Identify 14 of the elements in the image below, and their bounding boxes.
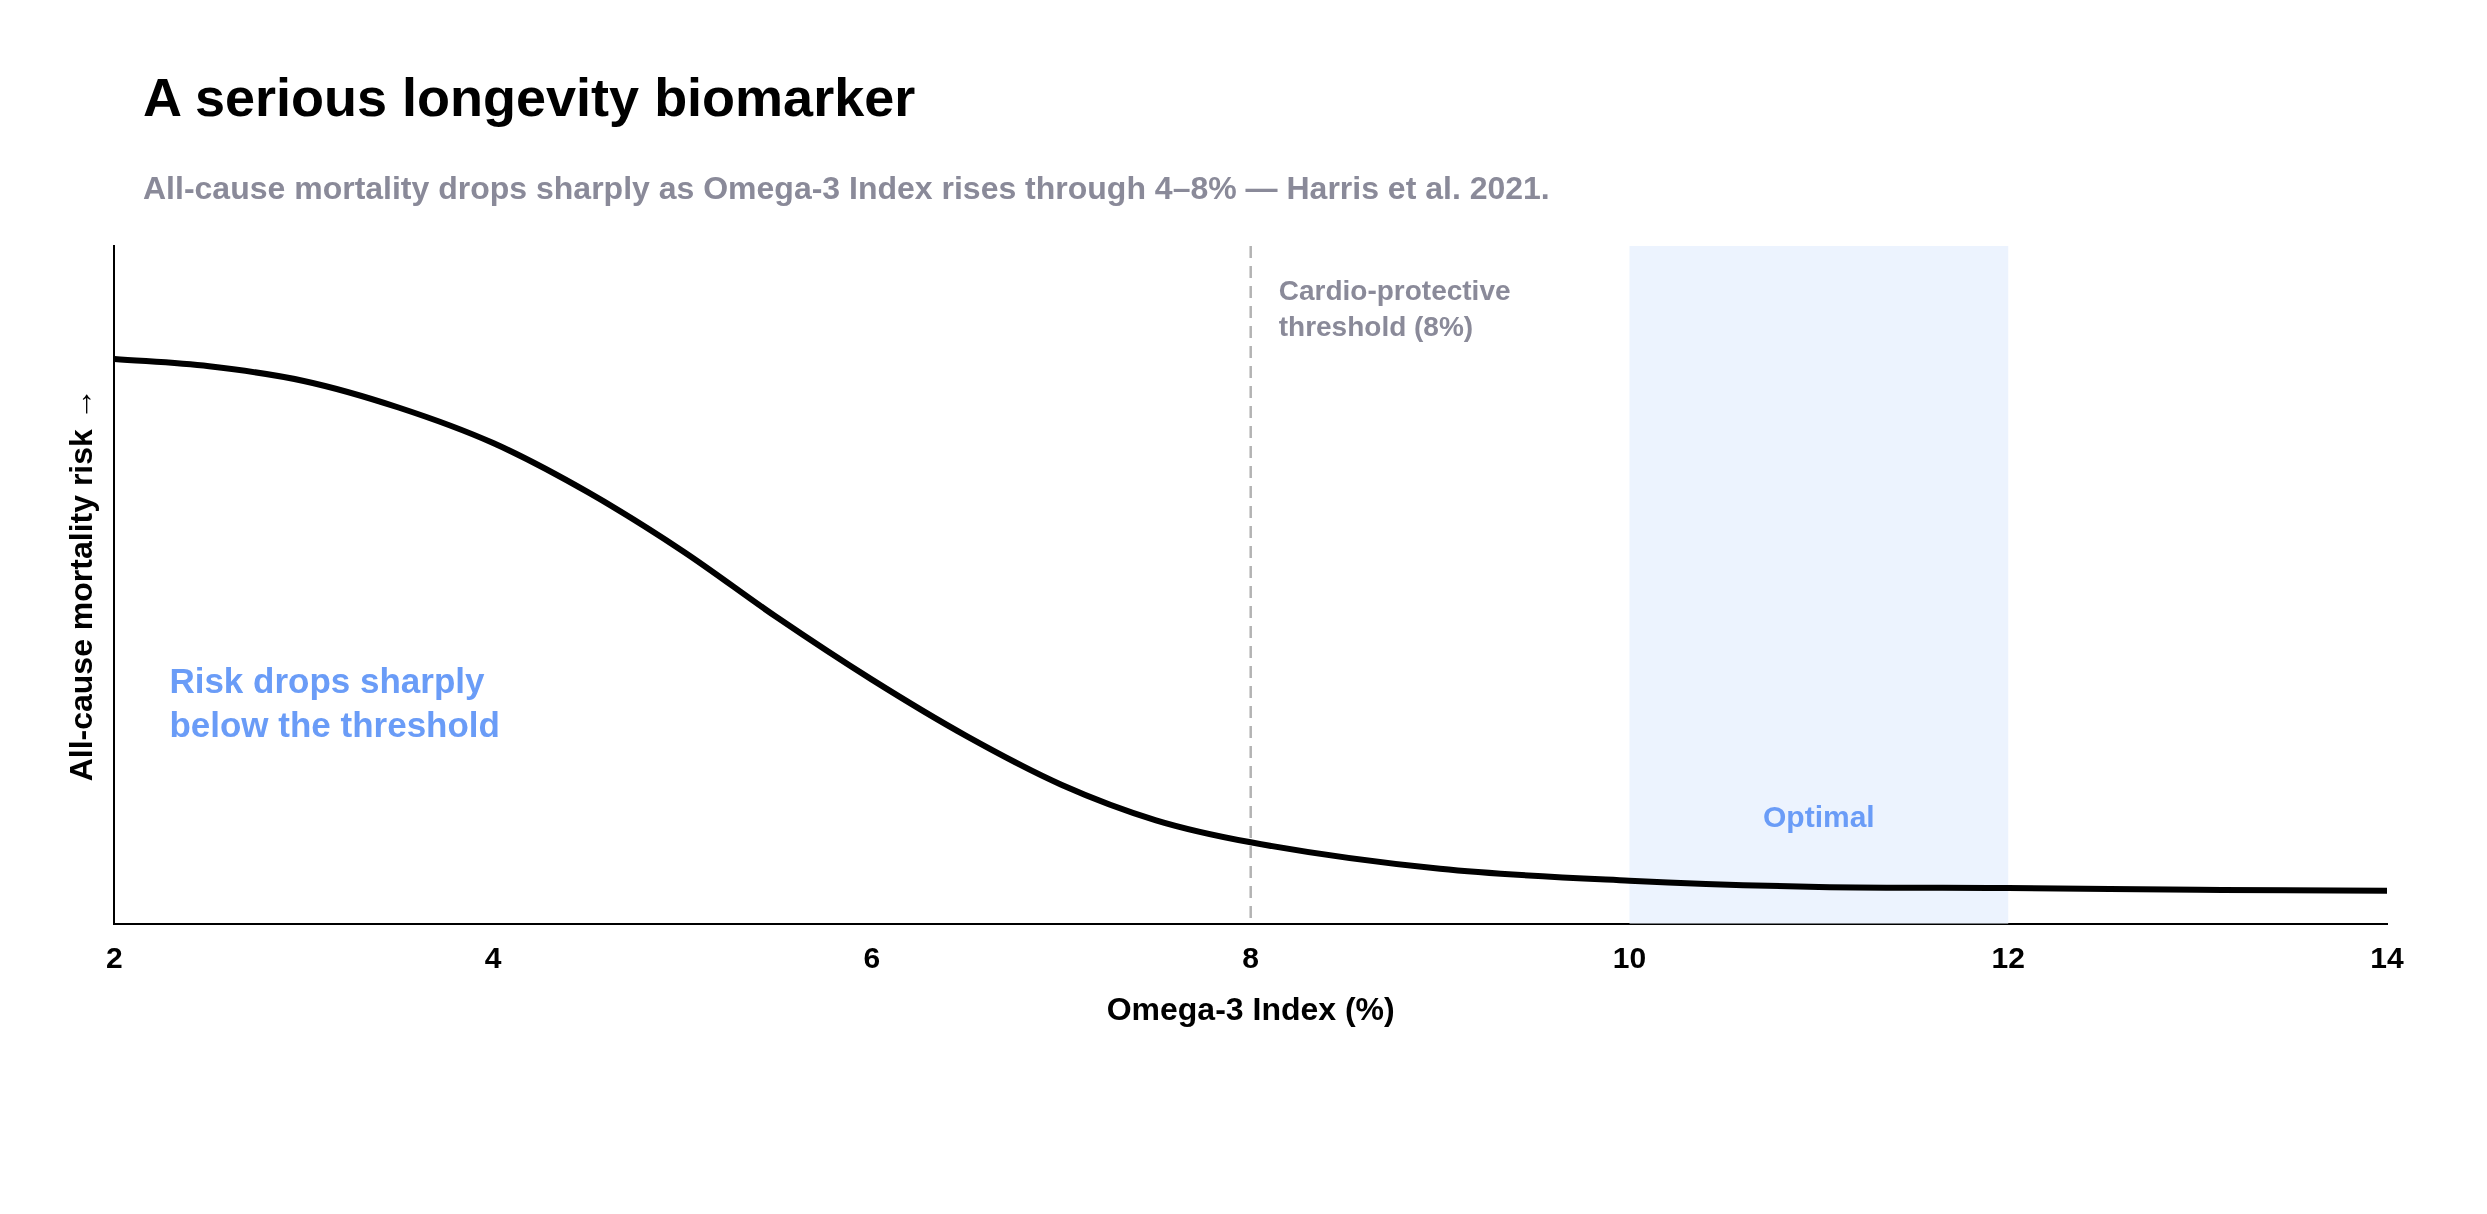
x-axis-title: Omega-3 Index (%) — [1106, 990, 1395, 1027]
x-tick-label: 14 — [2370, 940, 2404, 974]
y-axis-title: All-cause mortality risk → — [63, 388, 100, 782]
annotation: Risk drops sharply below the threshold — [169, 661, 500, 745]
x-tick-label: 10 — [1612, 940, 1647, 974]
x-tick-label: 2 — [106, 940, 123, 974]
x-tick-label: 6 — [863, 940, 881, 974]
ref-line-label: Cardio-protective threshold (8%) — [1278, 274, 1511, 342]
chart-title: A serious longevity biomarker — [143, 66, 916, 128]
x-tick-label: 4 — [484, 940, 502, 974]
x-tick-label: 12 — [1991, 940, 2025, 974]
x-tick-label: 8 — [1242, 940, 1260, 974]
chart-subtitle: All-cause mortality drops sharply as Omega-3 Index rises through 4–8% — Harris et al. 2021. — [143, 170, 1550, 207]
band-label: Optimal — [1763, 799, 1875, 833]
